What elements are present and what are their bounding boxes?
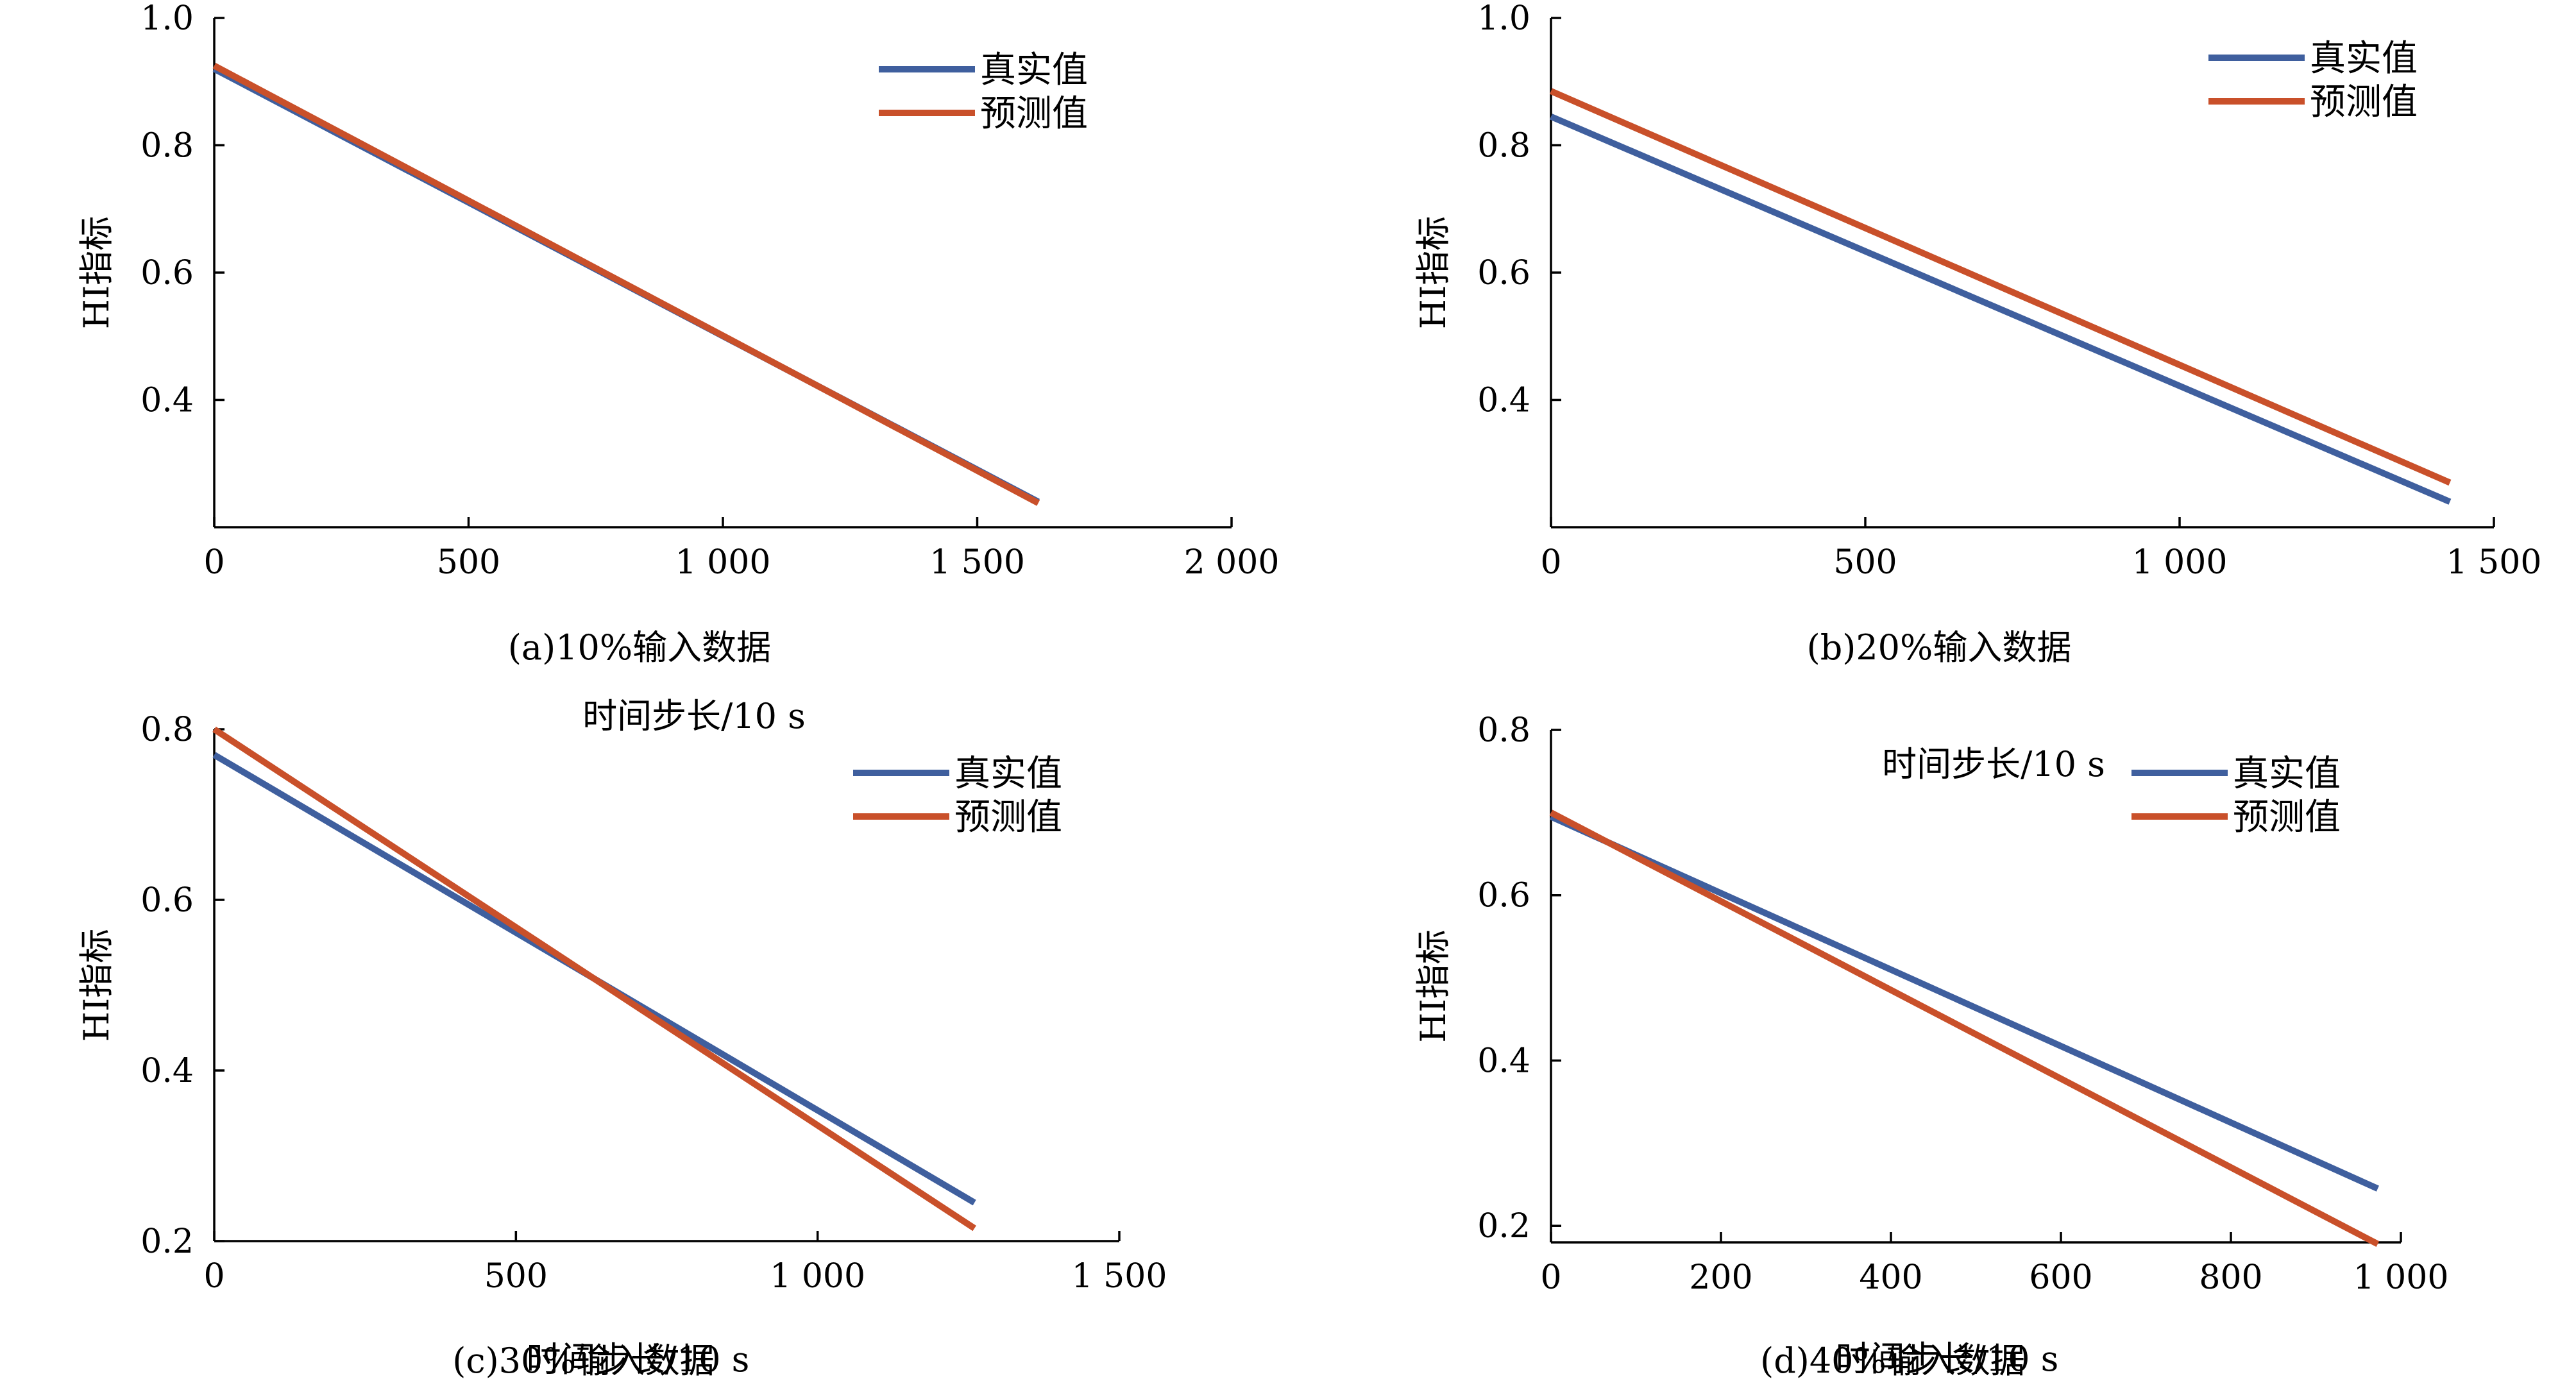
x-tick-label: 800 — [2199, 1258, 2262, 1297]
series-line-actual — [1550, 114, 2452, 505]
y-tick-label: 0.8 — [140, 127, 194, 165]
plot-axes: 0 500 1 000 1 500 0.2 0.4 0.6 0.8 时间步长/10 s HI指标 (… — [76, 711, 1167, 1379]
y-tick-label: 0.6 — [140, 881, 194, 920]
x-tick-label: 1 000 — [770, 1257, 865, 1296]
x-tick-label: 0 — [1540, 543, 1561, 582]
series-line-actual — [1549, 813, 2379, 1192]
x-tick-label: 0 — [1540, 1258, 1561, 1297]
x-tick-label: 500 — [484, 1257, 548, 1296]
x-tick-label: 0 — [203, 1257, 225, 1296]
legend-label: 预测值 — [2310, 81, 2418, 123]
legend-label: 真实值 — [980, 49, 1088, 91]
series-line-predicted — [1549, 809, 2380, 1248]
plot-axes: 0 500 1 000 1 500 0.4 0.6 0.8 1.0 时间步长/10 s HI指标 (… — [1413, 0, 2541, 784]
y-tick-label: 0.8 — [1477, 711, 1530, 750]
y-tick-label: 0.6 — [140, 254, 194, 292]
x-tick-label: 600 — [2029, 1258, 2092, 1297]
y-tick-label: 0.4 — [1477, 382, 1530, 420]
x-axis-label: 时间步长/10 s — [1882, 744, 2105, 784]
x-axis-label: 时间步长/10 s — [527, 1339, 750, 1379]
x-tick-label: 1 000 — [675, 543, 771, 582]
legend-label: 预测值 — [980, 93, 1088, 135]
chart-panel-d: 0 200 400 600 800 1 000 0.2 0.4 0.6 0.8 时间步长/10 s H… — [1413, 711, 2448, 1379]
x-tick-label: 2 000 — [1184, 543, 1280, 582]
x-tick-label: 400 — [1859, 1258, 1922, 1297]
x-axis-label: 时间步长/10 s — [582, 696, 806, 736]
legend-label: 真实值 — [2233, 753, 2341, 795]
panel-caption-d: (d)40%输入数据 — [1760, 1341, 2025, 1379]
y-tick-label: 0.4 — [140, 382, 194, 420]
y-axis-label: HI指标 — [76, 216, 117, 329]
panel-caption-b: (b)20%输入数据 — [1807, 627, 2072, 668]
x-tick-label: 1 000 — [2132, 543, 2228, 582]
series-line-predicted — [1550, 88, 2452, 486]
y-tick-label: 0.4 — [140, 1052, 194, 1090]
x-tick-label: 1 000 — [2353, 1258, 2449, 1297]
y-tick-label: 1.0 — [1477, 0, 1530, 38]
panel-caption-a: (a)10%输入数据 — [508, 627, 771, 668]
chart-panel-b: 0 500 1 000 1 500 0.4 0.6 0.8 1.0 时间步长/10 s HI指标 (… — [1413, 0, 2541, 784]
y-tick-label: 0.8 — [140, 711, 194, 749]
legend-label: 真实值 — [954, 753, 1062, 795]
chart-panel-a: 0 500 1 000 1 500 2 000 0.4 0.6 0.8 1.0 时间步长/10 s… — [76, 0, 1279, 736]
y-tick-label: 0.2 — [140, 1222, 194, 1261]
x-axis-label: 时间步长/10 s — [1836, 1339, 2059, 1379]
plot-axes: 0 200 400 600 800 1 000 0.2 0.4 0.6 0.8 时间步长/10 s H… — [1413, 711, 2448, 1379]
chart-panel-c: 0 500 1 000 1 500 0.2 0.4 0.6 0.8 时间步长/10 s HI指标 (… — [76, 711, 1167, 1379]
x-tick-label: 500 — [1833, 543, 1897, 582]
y-axis-label: HI指标 — [76, 929, 117, 1042]
x-tick-label: 1 500 — [1072, 1257, 1167, 1296]
legend-label: 预测值 — [2233, 797, 2341, 838]
y-tick-label: 1.0 — [140, 0, 194, 38]
y-tick-label: 0.4 — [1477, 1042, 1530, 1080]
x-tick-label: 1 500 — [2446, 543, 2542, 582]
panel-caption-c: (c)30%输入数据 — [452, 1341, 714, 1379]
y-tick-label: 0.6 — [1477, 254, 1530, 292]
series-line-predicted — [212, 726, 976, 1231]
plot-axes: 0 500 1 000 1 500 2 000 0.4 0.6 0.8 1.0 时间步长/10 s… — [76, 0, 1279, 736]
y-tick-label: 0.8 — [1477, 127, 1530, 165]
x-tick-label: 200 — [1689, 1258, 1752, 1297]
y-axis-label: HI指标 — [1413, 929, 1453, 1042]
y-tick-label: 0.6 — [1477, 877, 1530, 915]
series-line-predicted — [212, 62, 1040, 506]
legend-label: 真实值 — [2310, 38, 2418, 80]
y-axis-label: HI指标 — [1413, 216, 1453, 329]
x-tick-label: 0 — [203, 543, 225, 582]
y-tick-label: 0.2 — [1477, 1207, 1530, 1246]
x-tick-label: 500 — [437, 543, 500, 582]
x-tick-label: 1 500 — [929, 543, 1025, 582]
legend-label: 预测值 — [954, 797, 1062, 838]
